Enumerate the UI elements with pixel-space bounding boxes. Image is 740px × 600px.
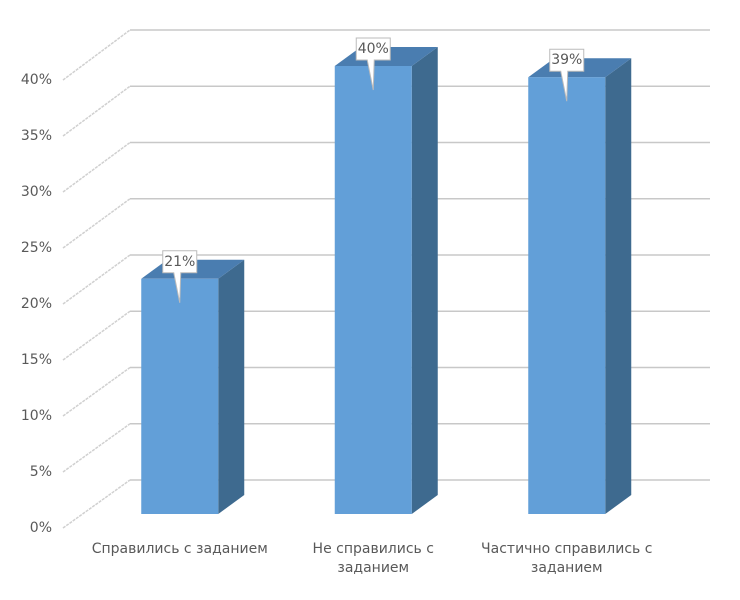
grid-line-side xyxy=(62,198,131,249)
x-tick-label: Не справились с заданием xyxy=(312,541,434,576)
grid-line-side xyxy=(62,366,131,417)
grid-line-side xyxy=(62,310,131,361)
bar xyxy=(528,77,606,514)
data-label: 39% xyxy=(551,52,582,68)
y-tick-label: 40% xyxy=(21,72,52,88)
bar-side xyxy=(218,259,245,514)
callout-box xyxy=(162,250,198,303)
x-tick-label: Частично справились с заданием xyxy=(481,541,653,576)
y-tick-label: 20% xyxy=(21,296,52,312)
y-tick-label: 10% xyxy=(21,408,52,424)
data-label: 40% xyxy=(358,41,389,57)
grid-line-side xyxy=(62,254,131,305)
y-tick-label: 25% xyxy=(21,240,52,256)
y-tick-label: 5% xyxy=(30,464,52,480)
callout-box xyxy=(549,48,585,102)
grid-line-side xyxy=(62,423,131,473)
callout-box xyxy=(355,37,391,91)
data-label: 21% xyxy=(164,254,195,270)
bar-side xyxy=(411,47,438,514)
bar xyxy=(141,278,219,514)
x-tick-label: Справились с заданием xyxy=(91,541,268,557)
y-tick-label: 15% xyxy=(21,352,52,368)
bar xyxy=(334,66,412,514)
y-tick-label: 0% xyxy=(30,520,52,536)
grid-line-side xyxy=(62,141,131,193)
grid-line-side xyxy=(62,85,131,137)
grid-line-side xyxy=(62,479,131,529)
bar-side xyxy=(605,58,632,514)
grid-line-side xyxy=(62,29,131,81)
y-tick-label: 35% xyxy=(21,128,52,144)
y-tick-label: 30% xyxy=(21,184,52,200)
